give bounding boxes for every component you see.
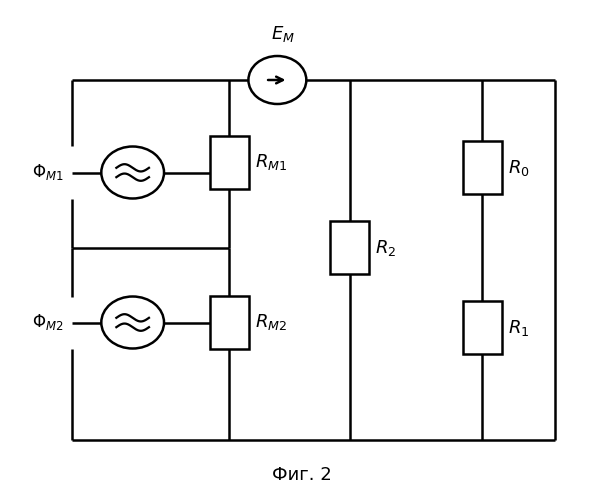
Text: $\Phi_{M2}$: $\Phi_{M2}$: [32, 312, 63, 332]
Text: $R_{M2}$: $R_{M2}$: [254, 312, 287, 332]
Circle shape: [101, 296, 164, 348]
Text: $\Phi_{M1}$: $\Phi_{M1}$: [31, 162, 63, 182]
Bar: [463, 141, 502, 194]
Text: Фиг. 2: Фиг. 2: [271, 466, 332, 484]
Text: $R_{M1}$: $R_{M1}$: [254, 152, 287, 172]
Bar: [210, 136, 249, 188]
Circle shape: [101, 146, 164, 199]
Text: $E_M$: $E_M$: [271, 24, 295, 44]
Text: $R_1$: $R_1$: [508, 318, 529, 338]
Bar: [330, 221, 369, 274]
Bar: [210, 296, 249, 349]
Circle shape: [248, 56, 306, 104]
Text: $R_0$: $R_0$: [508, 158, 530, 178]
Text: $R_2$: $R_2$: [375, 238, 397, 258]
Bar: [463, 301, 502, 354]
